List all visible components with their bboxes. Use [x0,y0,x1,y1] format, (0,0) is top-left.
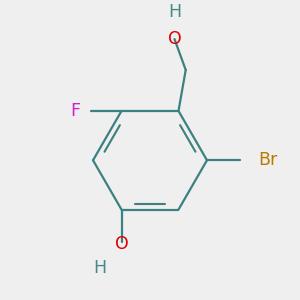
Text: H: H [168,3,181,21]
Text: Br: Br [259,151,278,169]
Text: O: O [168,30,181,48]
Text: H: H [93,259,106,277]
Text: F: F [70,102,80,120]
Text: O: O [115,235,128,253]
